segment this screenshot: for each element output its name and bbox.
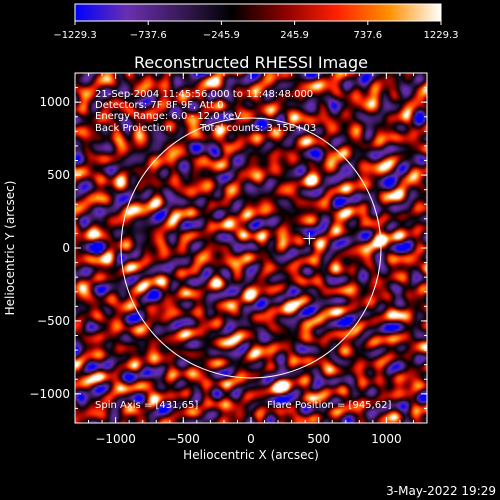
chart-title: Reconstructed RHESSI Image	[134, 53, 368, 72]
colorbar	[74, 3, 442, 22]
y-tick-label: 500	[47, 168, 70, 182]
y-axis-label: Heliocentric Y (arcsec)	[3, 181, 17, 316]
x-tick-label: −1000	[95, 432, 136, 446]
colorbar-tick-label: −245.9	[203, 30, 240, 41]
colorbar-tick-label: −1229.3	[53, 30, 96, 41]
y-axis-ticks: −1000 −500 0 500 1000	[29, 87, 427, 409]
y-tick-label: −1000	[29, 387, 70, 401]
annotation-method: Back Projection	[95, 123, 172, 134]
spin-axis-label: Spin Axis = [431,65]	[95, 400, 198, 411]
annotation-total-counts: Total counts: 3.15E+03	[199, 123, 316, 134]
footer-timestamp: 3-May-2022 19:29	[386, 484, 496, 498]
flare-position-label: Flare Position = [945,62]	[267, 400, 391, 411]
colorbar-tick-label: 737.6	[353, 30, 382, 41]
x-tick-label: 0	[247, 432, 255, 446]
x-tick-label: −500	[167, 432, 200, 446]
x-tick-label: 1000	[371, 432, 402, 446]
y-tick-label: 0	[62, 241, 70, 255]
heatmap-image	[75, 73, 427, 423]
annotation-block: 21-Sep-2004 11:45:56.000 to 11:48:48.000…	[95, 89, 316, 134]
annotation-energy-range: Energy Range: 6.0 - 12.0 keV	[95, 111, 241, 122]
y-tick-label: −500	[37, 314, 70, 328]
colorbar-tick-label: −737.6	[130, 30, 167, 41]
colorbar-ticks: −1229.3 −737.6 −245.9 245.9 737.6 1229.3	[53, 21, 459, 41]
spin-axis-marker	[303, 232, 316, 245]
colorbar-tick-label: 245.9	[280, 30, 309, 41]
x-axis-ticks: −1000 −500 0 500 1000	[88, 73, 414, 446]
solar-disk-circle	[120, 117, 382, 379]
x-axis-label: Heliocentric X (arcsec)	[183, 448, 319, 462]
annotation-detectors: Detectors: 7F 8F 9F, Att 0	[95, 100, 223, 111]
x-tick-label: 500	[307, 432, 330, 446]
y-tick-label: 1000	[39, 95, 70, 109]
annotation-time-range: 21-Sep-2004 11:45:56.000 to 11:48:48.000	[95, 89, 313, 100]
colorbar-tick-label: 1229.3	[424, 30, 459, 41]
